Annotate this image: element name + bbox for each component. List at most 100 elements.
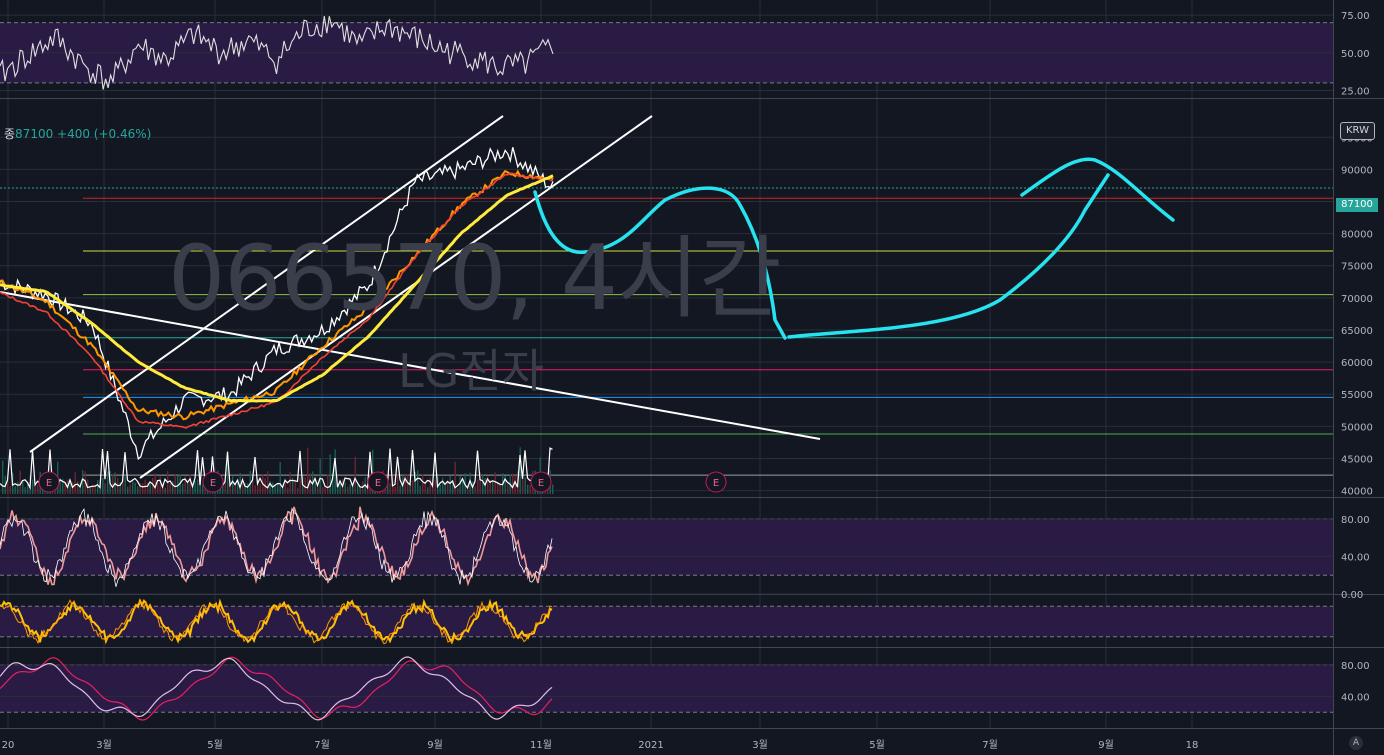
volume-bar [327,474,329,494]
volume-bar [132,479,134,494]
earnings-marker-label: E [210,478,216,489]
y-tick-label: 0.00 [1341,590,1363,601]
forecast-path-2 [787,173,1110,339]
volume-bar [189,474,191,494]
volume-bar [294,479,296,494]
y-tick-label: 25.00 [1341,86,1370,97]
volume-bar [447,481,449,494]
volume-bar [234,483,236,494]
y-tick-label: 40.00 [1341,552,1370,563]
volume-bar [314,477,316,494]
volume-bar [184,476,186,494]
y-tick-label: 60000 [1341,358,1373,369]
volume-bar [69,482,71,494]
volume-bar [19,470,21,494]
volume-bar [434,480,436,494]
volume-bar [112,473,114,494]
volume-bar [497,482,499,494]
osc1-band [0,518,1333,576]
x-tick-label: 5월 [207,739,223,751]
earnings-marker-label: E [375,478,381,489]
y-tick-label: 45000 [1341,454,1373,465]
volume-bar [439,484,441,494]
volume-bar [307,447,309,494]
volume-bar [194,480,196,494]
volume-bar [127,486,129,494]
volume-bar [142,483,144,494]
volume-bar [349,484,351,494]
volume-bar [519,447,521,494]
volume-bar [104,483,106,494]
x-tick-label: 2021 [638,740,663,751]
volume-bar [197,479,199,494]
volume-bar [34,484,36,494]
y-tick-label: 40000 [1341,487,1373,498]
x-tick-label: 3월 [96,739,112,751]
volume-bar [147,482,149,494]
x-tick-label: 3월 [752,739,768,751]
volume-bar [482,474,484,494]
volume-bar [522,470,524,494]
legend-label: 종 [4,127,16,141]
volume-bar [17,481,19,494]
earnings-marker [367,471,389,493]
volume-bar [7,478,9,494]
earnings-marker [38,471,60,493]
volume-bar [477,479,479,494]
volume-bar [492,481,494,494]
volume-bar [467,485,469,494]
earnings-marker-label: E [713,478,719,489]
auto-scale-button[interactable]: A [1349,736,1363,750]
volume-bar [397,474,399,494]
volume-bar [514,475,516,494]
volume-bar [229,483,231,494]
volume-bar [157,481,159,494]
ma-long-series [0,174,554,403]
volume-bar [192,482,194,494]
volume-bar [504,475,506,494]
y-tick-label: 40.00 [1341,692,1370,703]
volume-bar [489,480,491,494]
volume-bar [352,484,354,494]
volume-bar [387,483,389,494]
volume-bar [129,484,131,494]
volume-bar [409,484,411,494]
volume-bar [159,476,161,494]
volume-bar [344,482,346,494]
volume-bar [414,472,416,494]
y-tick-label: 65000 [1341,326,1373,337]
volume-bar [329,454,331,494]
volume-bar [259,483,261,494]
volume-bar [22,480,24,494]
last-price-tag: 87100 [1336,198,1378,212]
volume-bar [469,472,471,494]
volume-bar [552,484,554,494]
volume-bar [107,471,109,494]
volume-bar [457,487,459,494]
osc2-series [0,597,553,645]
volume-bar [297,487,299,494]
osc3-signal [0,656,553,721]
volume-bar [137,486,139,494]
volume-bar [182,483,184,494]
x-tick-label: 9월 [1098,739,1114,751]
x-tick-label: 20 [2,740,15,751]
volume-bar [357,485,359,494]
volume-bar [279,462,281,494]
volume-bar [239,472,241,494]
y-tick-label: 80000 [1341,230,1373,241]
volume-bar [524,477,526,494]
volume-bar [394,486,396,494]
volume-bar [412,480,414,494]
currency-button[interactable]: KRW [1340,122,1375,140]
volume-bar [287,487,289,494]
volume-bar [274,486,276,494]
volume-bar [282,487,284,494]
volume-bar [289,471,291,494]
volume-bar [79,482,81,494]
osc2-signal [0,599,553,645]
y-tick-label: 70000 [1341,294,1373,305]
volume-bar [367,485,369,494]
volume-bar [452,480,454,494]
